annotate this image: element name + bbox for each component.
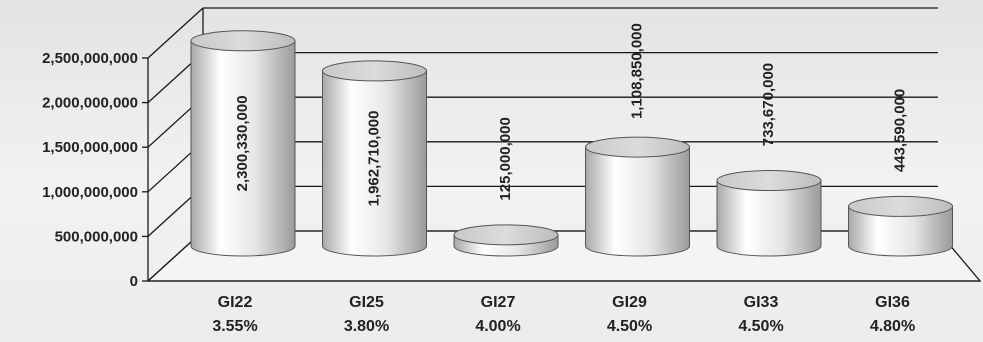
data-label: 1,962,710,000 [366,110,383,206]
bar-GI33 [716,170,822,257]
rate-label: 4.50% [738,318,783,335]
data-label: 2,300,330,000 [234,95,251,191]
data-label: 125,000,000 [497,117,514,200]
x-tick-label: GI36 [875,294,910,311]
y-tick-label: 1,000,000,000 [42,184,138,201]
bar-top [848,195,953,217]
bar-top [716,170,822,192]
bar-top [453,224,559,246]
bar-top [585,136,690,158]
x-tick-label: GI29 [612,294,647,311]
bar-GI22 [190,30,296,257]
y-tick-label: 2,500,000,000 [42,50,138,67]
bar-body [848,205,953,257]
bar-GI29 [585,136,690,257]
bar-top [190,30,296,52]
rate-label: 3.80% [344,318,389,335]
data-label: 443,590,000 [892,89,909,172]
x-tick-label: GI25 [349,294,384,311]
bar-body [585,146,690,257]
data-label: 1,108,850,000 [629,23,646,119]
bar-body [716,180,822,257]
data-label: 733,670,000 [760,63,777,146]
bar-top [322,60,427,82]
bar-body [190,40,296,257]
x-tick-label: GI27 [481,294,516,311]
rate-label: 4.00% [475,318,520,335]
bar-GI27 [453,224,559,257]
gridline-wall [147,7,204,59]
x-tick-label: GI22 [218,294,253,311]
bar-GI36 [848,195,953,257]
bar-GI25 [322,60,427,257]
rate-label: 4.50% [607,318,652,335]
rate-label: 3.55% [212,318,257,335]
bars [190,30,953,257]
rate-label: 4.80% [870,318,915,335]
y-tick-label: 2,000,000,000 [42,95,138,112]
y-tick-label: 0 [130,273,138,290]
bar-body [322,70,427,257]
y-tick-label: 500,000,000 [55,228,138,245]
labels: 0 500,000,000 1,000,000,000 1,500,000,000 2,… [42,23,915,335]
y-tick-label: 1,500,000,000 [42,139,138,156]
x-tick-label: GI33 [744,294,779,311]
